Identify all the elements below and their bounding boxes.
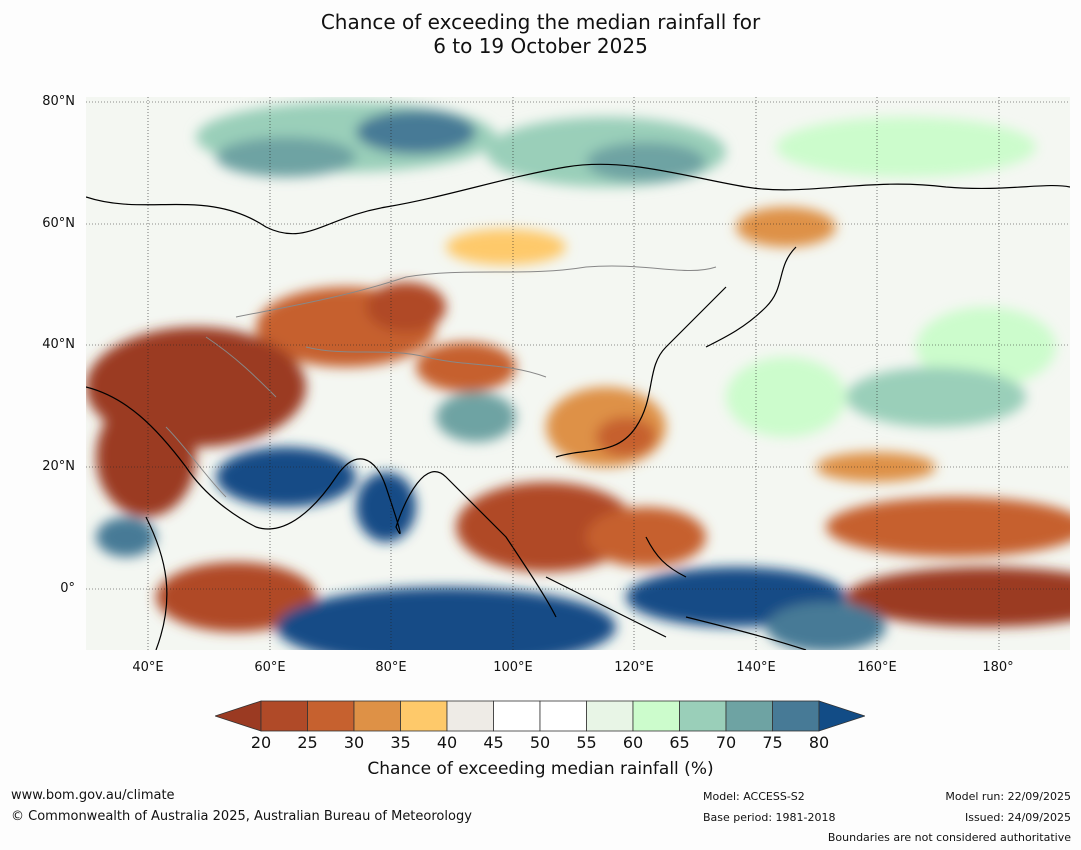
lon-label-140e: 140°E (736, 660, 776, 675)
colorbar-swatch (400, 700, 448, 732)
footer-model-run: Model run: 22/09/2025 (945, 790, 1071, 803)
footer-base-period: Base period: 1981-2018 (703, 811, 836, 824)
title-line-1: Chance of exceeding the median rainfall … (320, 10, 761, 34)
colorbar-tick-label: 60 (622, 733, 644, 752)
colorbar-swatch (493, 700, 541, 732)
colorbar-swatch (446, 700, 494, 732)
lon-label-40e: 40°E (132, 660, 164, 675)
colorbar-tick-label: 55 (576, 733, 597, 752)
lon-label-160e: 160°E (857, 660, 897, 675)
colorbar-tick-label: 65 (669, 733, 690, 752)
lon-label-80e: 80°E (375, 660, 407, 675)
colorbar-tick-label: 80 (808, 733, 830, 752)
lon-label-120e: 120°E (614, 660, 654, 675)
colorbar-swatch (539, 700, 587, 732)
colorbar-tick-label: 40 (436, 733, 458, 752)
lat-label-40n: 40°N (42, 337, 75, 352)
colorbar-tick-label: 30 (343, 733, 365, 752)
rainfall-map (86, 97, 1070, 650)
colorbar-tick-label: 25 (297, 733, 318, 752)
lon-label-100e: 100°E (493, 660, 533, 675)
colorbar (215, 700, 865, 732)
colorbar-tick-label: 75 (762, 733, 783, 752)
colorbar-swatch (679, 700, 727, 732)
lon-label-60e: 60°E (254, 660, 286, 675)
colorbar-tick-label: 50 (529, 733, 551, 752)
lat-label-0: 0° (60, 581, 75, 596)
colorbar-label: Chance of exceeding median rainfall (%) (367, 759, 714, 779)
footer-copyright: © Commonwealth of Australia 2025, Austra… (11, 809, 472, 824)
coastlines (86, 163, 1070, 650)
colorbar-extend-low (215, 700, 262, 732)
footer-disclaimer: Boundaries are not considered authoritat… (827, 831, 1071, 844)
lat-label-20n: 20°N (42, 459, 75, 474)
colorbar-swatch (586, 700, 634, 732)
colorbar-swatch (632, 700, 680, 732)
colorbar-tick-label: 70 (715, 733, 737, 752)
colorbar-tick-label: 35 (390, 733, 411, 752)
graticule (86, 97, 1070, 650)
colorbar-swatch (772, 700, 820, 732)
map-title: Chance of exceeding the median rainfall … (0, 10, 1081, 58)
colorbar-tick-label: 45 (483, 733, 504, 752)
lat-label-80n: 80°N (42, 94, 75, 109)
colorbar-extend-high (818, 700, 865, 732)
title-line-2: 6 to 19 October 2025 (433, 34, 648, 58)
lon-label-180: 180° (982, 660, 1014, 675)
colorbar-swatch (725, 700, 773, 732)
footer-issued: Issued: 24/09/2025 (964, 811, 1071, 824)
colorbar-swatch (353, 700, 401, 732)
footer-model: Model: ACCESS-S2 (703, 790, 805, 803)
footer-url[interactable]: www.bom.gov.au/climate (11, 788, 175, 803)
colorbar-swatch (307, 700, 355, 732)
colorbar-tick-label: 20 (250, 733, 272, 752)
lat-label-60n: 60°N (42, 216, 75, 231)
colorbar-swatch (260, 700, 308, 732)
